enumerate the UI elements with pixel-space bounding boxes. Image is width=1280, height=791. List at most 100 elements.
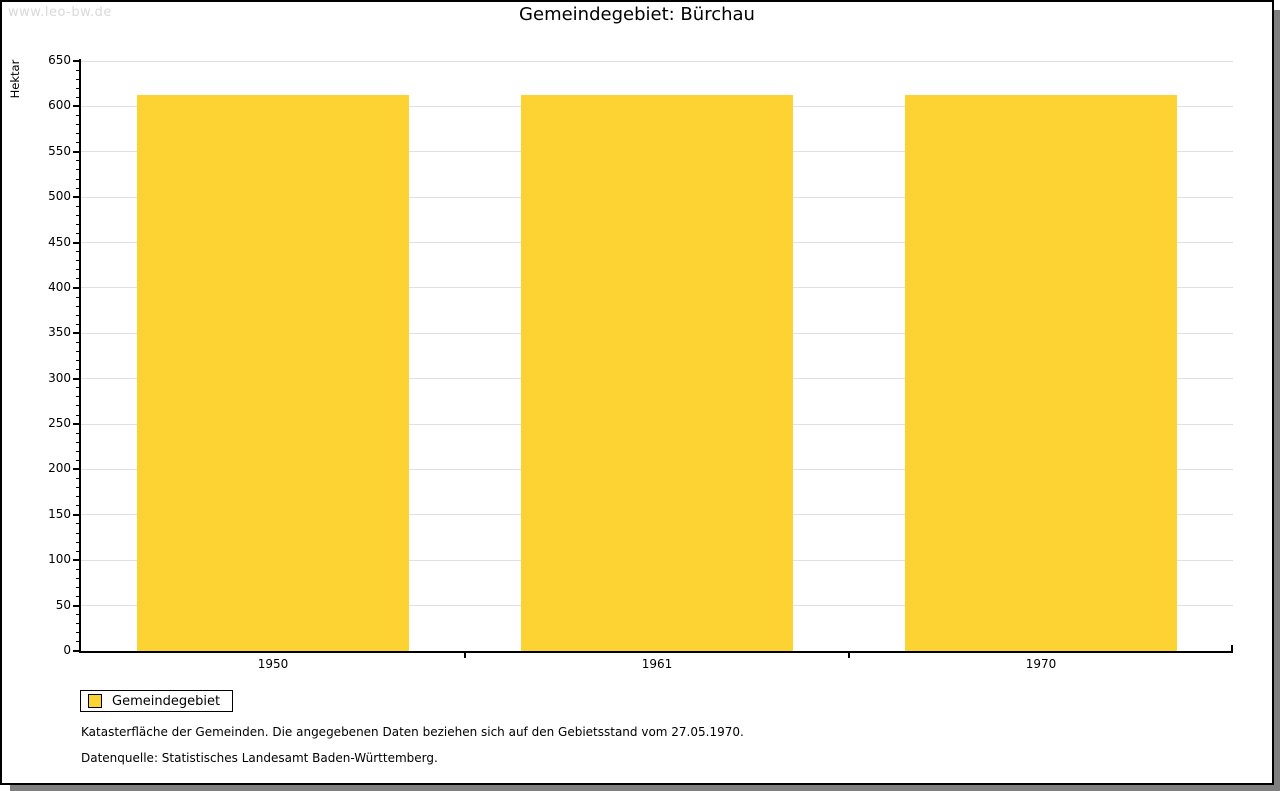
y-minor-tick <box>76 232 81 234</box>
y-tick-label: 350 <box>48 325 71 340</box>
y-tick-label: 200 <box>48 461 71 476</box>
y-major-tick <box>73 286 81 289</box>
y-minor-tick <box>76 623 81 625</box>
y-minor-tick <box>76 223 81 225</box>
watermark: www.leo-bw.de <box>8 5 112 20</box>
y-minor-tick <box>76 459 81 461</box>
legend-swatch-gemeindegebiet <box>88 694 102 708</box>
y-tick-label: 550 <box>48 143 71 158</box>
y-minor-tick <box>76 69 81 71</box>
y-axis-line <box>79 59 81 653</box>
y-minor-tick <box>76 577 81 579</box>
y-minor-tick <box>76 142 81 144</box>
y-tick-label: 250 <box>48 416 71 431</box>
bar-1970 <box>905 95 1177 651</box>
x-axis-end-tick <box>1231 645 1233 651</box>
x-axis-line <box>79 651 1233 653</box>
y-minor-tick <box>76 414 81 416</box>
y-minor-tick <box>76 96 81 98</box>
y-major-tick <box>73 105 81 108</box>
y-minor-tick <box>76 496 81 498</box>
y-major-tick <box>73 60 81 62</box>
plot-area: 0 50 100 150 200 250 300 350 400 450 500 550 600 650 1… <box>48 53 1233 671</box>
y-minor-tick <box>76 505 81 507</box>
x-tick-label-1961: 1961 <box>641 657 673 671</box>
y-minor-tick <box>76 133 81 135</box>
y-minor-tick <box>76 87 81 89</box>
y-minor-tick <box>76 350 81 352</box>
y-minor-tick <box>76 169 81 171</box>
y-minor-tick <box>76 187 81 189</box>
y-tick-label: 0 <box>63 643 71 657</box>
y-major-tick <box>73 650 81 652</box>
y-minor-tick <box>76 387 81 389</box>
y-minor-tick <box>76 614 81 616</box>
y-minor-tick <box>76 586 81 588</box>
y-minor-tick <box>76 532 81 534</box>
y-major-tick <box>73 241 81 244</box>
y-minor-tick <box>76 568 81 570</box>
y-minor-tick <box>76 596 81 598</box>
footnote-source-note: Katasterfläche der Gemeinden. Die angege… <box>81 725 744 739</box>
y-tick-label: 450 <box>48 234 71 249</box>
y-major-tick <box>73 559 81 562</box>
legend-label: Gemeindegebiet <box>112 693 221 709</box>
y-tick-label: 400 <box>48 279 71 294</box>
y-major-tick <box>73 150 81 153</box>
y-minor-tick <box>76 541 81 543</box>
legend: Gemeindegebiet <box>80 690 234 712</box>
y-minor-tick <box>76 369 81 371</box>
y-minor-tick <box>76 487 81 489</box>
y-tick-label: 650 <box>48 53 71 67</box>
y-minor-tick <box>76 314 81 316</box>
y-major-tick <box>73 423 81 426</box>
y-tick-label: 50 <box>55 597 71 612</box>
y-minor-tick <box>76 160 81 162</box>
y-major-tick <box>73 196 81 199</box>
y-minor-tick <box>76 478 81 480</box>
y-major-tick <box>73 513 81 516</box>
y-minor-tick <box>76 114 81 116</box>
y-minor-tick <box>76 396 81 398</box>
y-tick-label: 300 <box>48 370 71 385</box>
y-minor-tick <box>76 260 81 262</box>
y-minor-tick <box>76 550 81 552</box>
y-minor-tick <box>76 305 81 307</box>
y-major-tick <box>73 377 81 380</box>
y-minor-tick <box>76 641 81 643</box>
chart-title: Gemeindegebiet: Bürchau <box>519 4 755 25</box>
bar-1950 <box>137 95 409 651</box>
y-tick-label: 600 <box>48 98 71 113</box>
y-minor-tick <box>76 441 81 443</box>
y-major-tick <box>73 468 81 471</box>
y-minor-tick <box>76 278 81 280</box>
y-minor-tick <box>76 360 81 362</box>
y-minor-tick <box>76 124 81 126</box>
y-minor-tick <box>76 323 81 325</box>
y-minor-tick <box>76 432 81 434</box>
y-minor-tick <box>76 205 81 207</box>
y-minor-tick <box>76 214 81 216</box>
bar-1961 <box>521 95 793 651</box>
footnote-data-source: Datenquelle: Statistisches Landesamt Bad… <box>81 751 438 765</box>
y-minor-tick <box>76 450 81 452</box>
y-tick-label: 150 <box>48 506 71 521</box>
y-major-tick <box>73 332 81 335</box>
y-minor-tick <box>76 251 81 253</box>
x-tick-label-1950: 1950 <box>257 657 289 671</box>
y-minor-tick <box>76 78 81 80</box>
y-gridline <box>81 60 1233 62</box>
y-minor-tick <box>76 296 81 298</box>
y-tick-label: 100 <box>48 552 71 567</box>
y-minor-tick <box>76 523 81 525</box>
y-minor-tick <box>76 178 81 180</box>
y-tick-label: 500 <box>48 189 71 204</box>
y-minor-tick <box>76 632 81 634</box>
x-boundary-tick <box>848 653 850 658</box>
y-major-tick <box>73 604 81 607</box>
y-minor-tick <box>76 269 81 271</box>
x-boundary-tick <box>464 653 466 658</box>
x-tick-label-1970: 1970 <box>1025 657 1057 671</box>
y-minor-tick <box>76 341 81 343</box>
